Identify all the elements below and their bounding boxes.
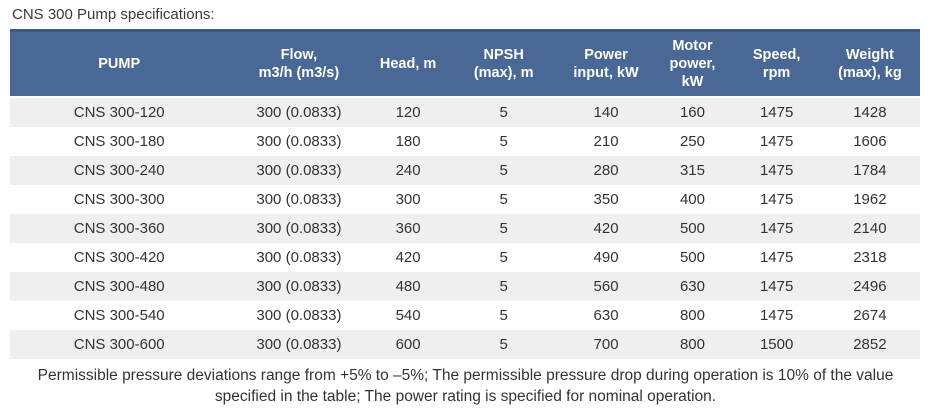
table-cell-weight: 1606 xyxy=(853,133,887,150)
table-cell-head: 120 xyxy=(395,104,421,121)
table-row: CNS 300-300 300 (0.0833) 300 5 350 400 1… xyxy=(10,185,920,214)
table-cell-weight: 2318 xyxy=(853,249,887,266)
table-cell-speed: 1475 xyxy=(759,191,794,208)
column-header-speed: Speed, rpm xyxy=(752,47,801,81)
table-cell-speed: 1475 xyxy=(759,249,794,266)
table-cell-head: 600 xyxy=(395,336,421,353)
table-cell-motor-power: 630 xyxy=(679,278,705,295)
table-cell-pump: CNS 300-420 xyxy=(73,249,165,266)
table-cell-npsh: 5 xyxy=(499,307,508,324)
table-row: CNS 300-480 300 (0.0833) 480 5 560 630 1… xyxy=(10,272,920,301)
table-cell-weight: 1962 xyxy=(853,191,887,208)
column-header-power-input: Power input, kW xyxy=(573,47,639,81)
table-row: CNS 300-240 300 (0.0833) 240 5 280 315 1… xyxy=(10,156,920,185)
table-cell-flow: 300 (0.0833) xyxy=(256,336,342,353)
footer-note: Permissible pressure deviations range fr… xyxy=(37,367,894,405)
table-row: CNS 300-540 300 (0.0833) 540 5 630 800 1… xyxy=(10,301,920,330)
table-cell-speed: 1475 xyxy=(759,220,794,237)
table-cell-power-input: 560 xyxy=(593,278,619,295)
table-cell-motor-power: 315 xyxy=(679,162,705,179)
table-cell-head: 240 xyxy=(395,162,421,179)
table-cell-weight: 1428 xyxy=(853,104,887,121)
table-cell-power-input: 210 xyxy=(593,133,619,150)
table-cell-flow: 300 (0.0833) xyxy=(256,220,342,237)
table-cell-npsh: 5 xyxy=(499,249,508,266)
table-cell-pump: CNS 300-300 xyxy=(73,191,165,208)
table-cell-power-input: 420 xyxy=(593,220,619,237)
table-cell-head: 300 xyxy=(395,191,421,208)
table-cell-pump: CNS 300-600 xyxy=(73,336,165,353)
table-cell-motor-power: 500 xyxy=(679,220,705,237)
table-cell-motor-power: 160 xyxy=(679,104,705,121)
column-header-pump: PUMP xyxy=(98,56,141,72)
table-cell-motor-power: 250 xyxy=(679,133,705,150)
table-cell-npsh: 5 xyxy=(499,336,508,353)
table-cell-flow: 300 (0.0833) xyxy=(256,307,342,324)
table-row: CNS 300-600 300 (0.0833) 600 5 700 800 1… xyxy=(10,330,920,359)
table-cell-flow: 300 (0.0833) xyxy=(256,133,342,150)
table-cell-head: 360 xyxy=(395,220,421,237)
column-header-weight: Weight (max), kg xyxy=(838,47,902,81)
table-cell-pump: CNS 300-540 xyxy=(73,307,165,324)
table-cell-weight: 2852 xyxy=(853,336,887,353)
table-cell-pump: CNS 300-180 xyxy=(73,133,165,150)
table-cell-flow: 300 (0.0833) xyxy=(256,162,342,179)
table-row: CNS 300-180 300 (0.0833) 180 5 210 250 1… xyxy=(10,127,920,156)
table-cell-speed: 1475 xyxy=(759,162,794,179)
table-cell-motor-power: 400 xyxy=(679,191,705,208)
table-header-row: PUMP Flow, m3/h (m3/s) Head, m NPSH (max… xyxy=(10,29,920,98)
table-cell-power-input: 490 xyxy=(593,249,619,266)
table-cell-motor-power: 800 xyxy=(679,307,705,324)
table-cell-head: 420 xyxy=(395,249,421,266)
table-cell-power-input: 630 xyxy=(593,307,619,324)
table-row: CNS 300-120 300 (0.0833) 120 5 140 160 1… xyxy=(10,98,920,127)
table-cell-speed: 1475 xyxy=(759,278,794,295)
table-cell-speed: 1475 xyxy=(759,133,794,150)
table-cell-motor-power: 800 xyxy=(679,336,705,353)
column-header-motor-power: Motor power, kW xyxy=(669,38,716,90)
table-cell-npsh: 5 xyxy=(499,133,508,150)
table-cell-head: 540 xyxy=(395,307,421,324)
table-row: CNS 300-420 300 (0.0833) 420 5 490 500 1… xyxy=(10,243,920,272)
table-cell-weight: 2140 xyxy=(853,220,887,237)
table-cell-npsh: 5 xyxy=(499,191,508,208)
table-cell-npsh: 5 xyxy=(499,278,508,295)
table-cell-head: 480 xyxy=(395,278,421,295)
table-cell-speed: 1475 xyxy=(759,307,794,324)
pump-specifications-table: PUMP Flow, m3/h (m3/s) Head, m NPSH (max… xyxy=(10,29,920,359)
table-cell-pump: CNS 300-240 xyxy=(73,162,165,179)
table-cell-power-input: 140 xyxy=(593,104,619,121)
table-cell-power-input: 700 xyxy=(593,336,619,353)
table-cell-flow: 300 (0.0833) xyxy=(256,104,342,121)
table-cell-speed: 1475 xyxy=(759,104,794,121)
table-cell-weight: 2496 xyxy=(853,278,887,295)
table-cell-flow: 300 (0.0833) xyxy=(256,249,342,266)
table-cell-pump: CNS 300-120 xyxy=(73,104,165,121)
table-cell-npsh: 5 xyxy=(499,220,508,237)
table-cell-speed: 1500 xyxy=(759,336,794,353)
table-cell-npsh: 5 xyxy=(499,104,508,121)
column-header-flow: Flow, m3/h (m3/s) xyxy=(258,47,340,81)
table-cell-head: 180 xyxy=(395,133,421,150)
table-cell-flow: 300 (0.0833) xyxy=(256,191,342,208)
table-cell-pump: CNS 300-360 xyxy=(73,220,165,237)
table-cell-weight: 1784 xyxy=(853,162,887,179)
column-header-head: Head, m xyxy=(379,56,437,72)
table-row: CNS 300-360 300 (0.0833) 360 5 420 500 1… xyxy=(10,214,920,243)
table-cell-flow: 300 (0.0833) xyxy=(256,278,342,295)
table-cell-power-input: 350 xyxy=(593,191,619,208)
table-cell-motor-power: 500 xyxy=(679,249,705,266)
page-title: CNS 300 Pump specifications: xyxy=(12,6,215,23)
column-header-npsh: NPSH (max), m xyxy=(473,47,534,81)
table-cell-weight: 2674 xyxy=(853,307,887,324)
table-cell-power-input: 280 xyxy=(593,162,619,179)
table-cell-npsh: 5 xyxy=(499,162,508,179)
table-body: CNS 300-120 300 (0.0833) 120 5 140 160 1… xyxy=(10,98,920,359)
table-cell-pump: CNS 300-480 xyxy=(73,278,165,295)
